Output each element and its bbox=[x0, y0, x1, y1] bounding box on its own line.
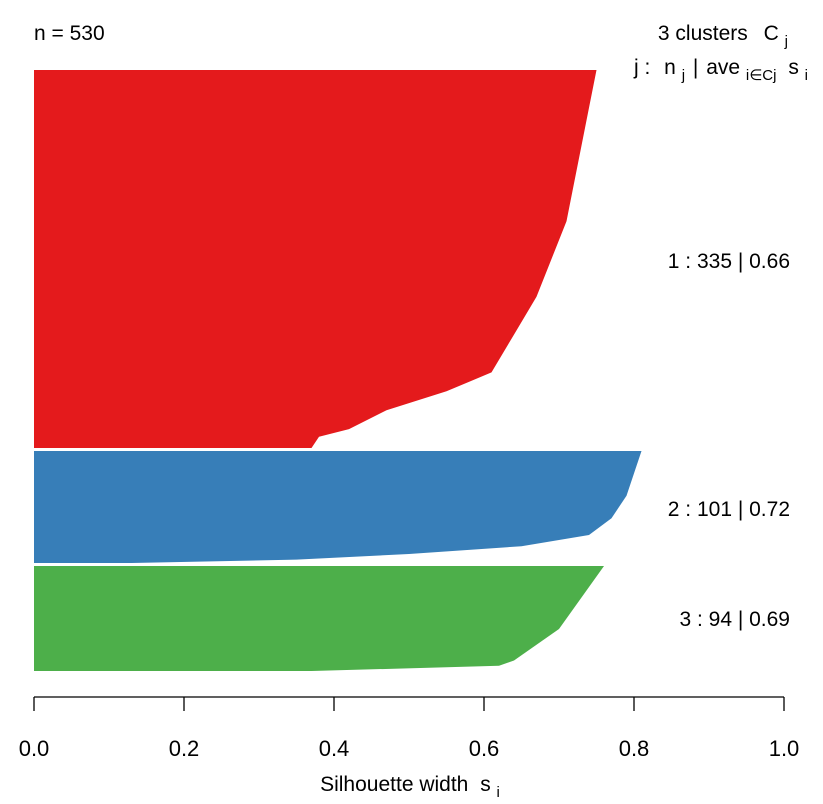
x-tick-label: 0.0 bbox=[19, 736, 50, 761]
silhouette-bands bbox=[34, 70, 642, 671]
legend-j: j : bbox=[633, 56, 650, 79]
clusters-title-text: 3 clusters bbox=[658, 22, 748, 45]
cluster-1-silhouette-band bbox=[34, 70, 597, 448]
clusters-title: 3 clusters C j bbox=[658, 22, 788, 50]
legend-ave-sub: i∈Cj bbox=[746, 67, 777, 84]
n-label: n = 530 bbox=[34, 22, 105, 45]
x-axis-title-symbol-sub: i bbox=[497, 784, 500, 801]
x-tick-label: 0.2 bbox=[169, 736, 200, 761]
legend-sep: | bbox=[693, 56, 698, 79]
cluster-1-label: 1 : 335 | 0.66 bbox=[668, 250, 790, 273]
cluster-2-label: 2 : 101 | 0.72 bbox=[668, 498, 790, 521]
x-axis-title: Silhouette width s i bbox=[320, 773, 500, 801]
cluster-2-silhouette-band bbox=[34, 451, 642, 563]
cluster-3-silhouette-band bbox=[34, 566, 604, 671]
legend-s-sub: i bbox=[805, 67, 808, 84]
x-axis-title-text: Silhouette width bbox=[320, 773, 468, 796]
x-tick-label: 1.0 bbox=[769, 736, 800, 761]
legend-n: n bbox=[664, 56, 676, 79]
cluster-3-label: 3 : 94 | 0.69 bbox=[679, 608, 790, 631]
x-tick-label: 0.4 bbox=[319, 736, 350, 761]
x-tick-label: 0.8 bbox=[619, 736, 650, 761]
legend-format: j : n j | ave i∈Cj s i bbox=[633, 56, 808, 85]
x-tick-label: 0.6 bbox=[469, 736, 500, 761]
legend-s: s bbox=[788, 56, 799, 79]
clusters-symbol: C bbox=[764, 22, 779, 45]
x-axis: 0.0 0.2 0.4 0.6 0.8 1.0 bbox=[19, 696, 800, 761]
clusters-symbol-sub: j bbox=[784, 33, 788, 50]
legend-n-sub: j bbox=[681, 67, 685, 84]
x-axis-title-symbol: s bbox=[480, 773, 491, 796]
legend-ave: ave bbox=[706, 56, 740, 79]
